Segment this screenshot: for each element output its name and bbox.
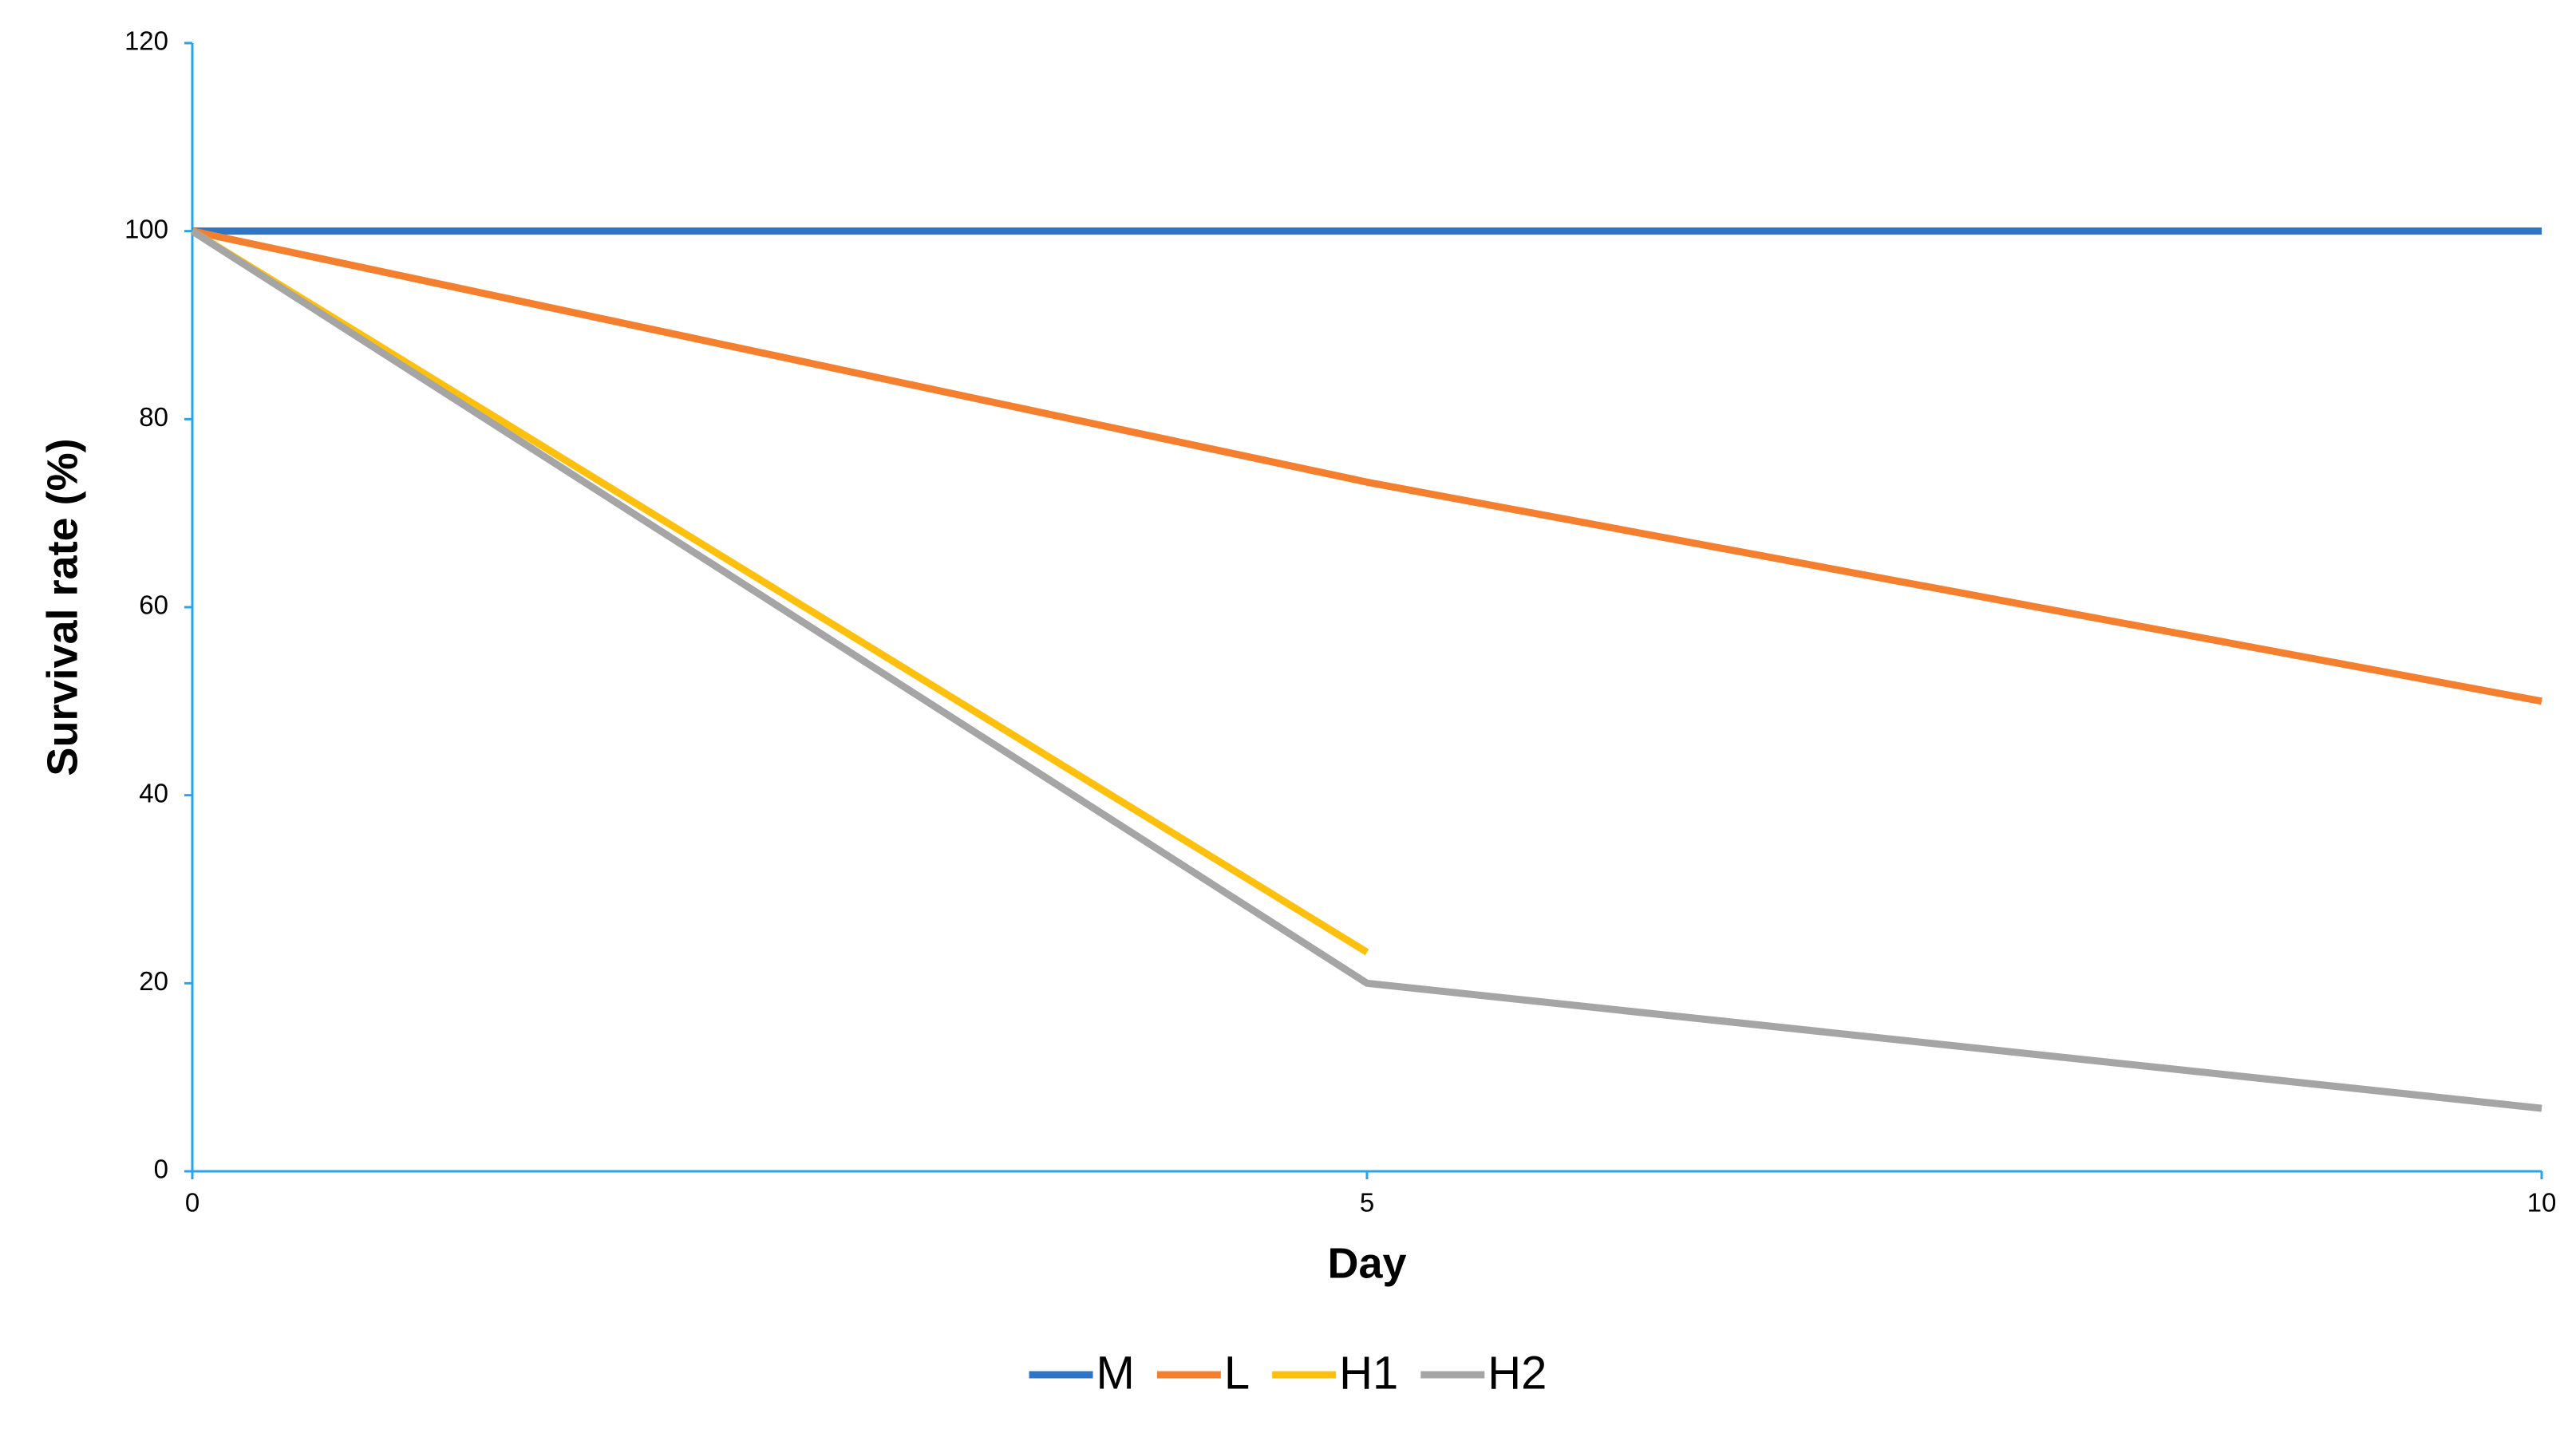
series-line — [192, 227, 2542, 705]
series-line — [190, 227, 2542, 1112]
y-tick-label: 40 — [139, 778, 168, 807]
x-axis-title: Day — [1327, 1239, 1406, 1287]
legend-label: H2 — [1488, 1347, 1547, 1399]
legend-label: H1 — [1339, 1347, 1398, 1399]
y-axis-title: Survival rate (%) — [38, 438, 86, 776]
x-tick-label: 5 — [1360, 1188, 1374, 1218]
y-tick-label: 80 — [139, 402, 168, 432]
x-tick-label: 10 — [2527, 1188, 2557, 1218]
series-line — [190, 227, 1369, 956]
y-tick-label: 20 — [139, 966, 168, 996]
x-tick-label: 0 — [185, 1188, 200, 1218]
y-tick-label: 0 — [154, 1155, 168, 1184]
y-tick-label: 60 — [139, 590, 168, 620]
legend-label: M — [1096, 1347, 1135, 1399]
legend-label: L — [1224, 1347, 1250, 1399]
y-tick-label: 100 — [124, 214, 168, 243]
y-tick-label: 120 — [124, 26, 168, 56]
